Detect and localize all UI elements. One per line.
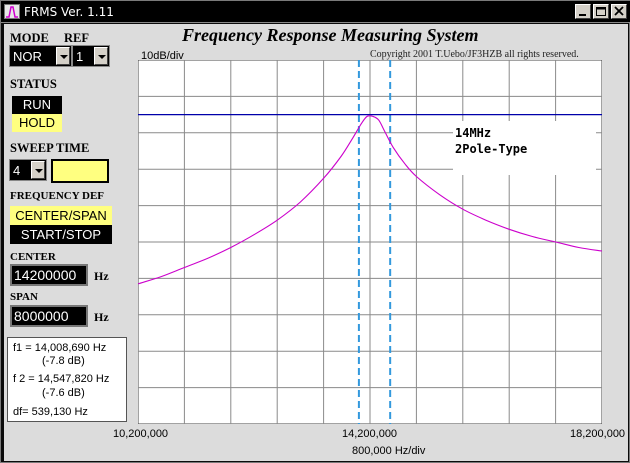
hold-button[interactable]: HOLD	[12, 114, 62, 132]
status-label: STATUS	[10, 77, 57, 91]
chevron-down-icon[interactable]	[56, 47, 70, 65]
center-frequency-input[interactable]: 14200000	[10, 264, 88, 286]
x-tick-center: 14,200,000	[342, 428, 398, 440]
span-label: SPAN	[10, 291, 38, 303]
page-title: Frequency Response Measuring System	[182, 25, 479, 45]
frequency-response-plot[interactable]: 14MHz 2Pole-Type	[138, 60, 602, 424]
chevron-down-icon[interactable]	[31, 161, 45, 179]
f1-db-readout: (-7.8 dB)	[42, 355, 85, 367]
span-unit: Hz	[94, 310, 109, 324]
sweep-time-value: 4	[13, 163, 21, 178]
sweep-indicator	[51, 159, 109, 183]
y-scale-label: 10dB/div	[141, 50, 184, 62]
maximize-button[interactable]	[593, 4, 609, 19]
minimize-button[interactable]	[575, 4, 591, 19]
measurement-results: f1 = 14,008,690 Hz (-7.8 dB) f 2 = 14,54…	[7, 337, 127, 422]
center-span-button[interactable]: CENTER/SPAN	[10, 206, 112, 225]
x-tick-left: 10,200,000	[113, 428, 169, 440]
title-bar[interactable]: FRMS Ver. 1.11	[1, 1, 630, 23]
ref-select-value: 1	[76, 49, 84, 64]
ref-select[interactable]: 1	[72, 45, 110, 67]
window-title: FRMS Ver. 1.11	[24, 5, 114, 19]
mode-select-value: NOR	[13, 49, 42, 64]
annotation-line-2: 2Pole-Type	[455, 142, 527, 156]
annotation-line-1: 14MHz	[455, 126, 491, 140]
run-button[interactable]: RUN	[12, 96, 62, 114]
center-label: CENTER	[10, 251, 56, 263]
ref-label: REF	[64, 31, 89, 45]
sweep-time-label: SWEEP TIME	[10, 141, 90, 155]
f1-readout: f1 = 14,008,690 Hz	[13, 342, 107, 354]
df-readout: df= 539,130 Hz	[13, 406, 88, 418]
annotation-box	[453, 121, 596, 175]
start-stop-button[interactable]: START/STOP	[10, 225, 112, 244]
response-trace	[138, 115, 602, 285]
close-button[interactable]	[611, 4, 627, 19]
x-tick-right: 18,200,000	[570, 428, 626, 440]
mode-label: MODE	[10, 31, 49, 45]
copyright-text: Copyright 2001 T.Uebo/JF3HZB all rights …	[370, 49, 579, 60]
f2-db-readout: (-7.6 dB)	[42, 387, 85, 399]
chevron-down-icon[interactable]	[94, 47, 108, 65]
x-scale-label: 800,000 Hz/div	[352, 445, 426, 457]
mode-select[interactable]: NOR	[9, 45, 72, 67]
center-unit: Hz	[94, 269, 109, 283]
app-icon	[4, 4, 20, 19]
frequency-def-label: FREQUENCY DEF	[10, 190, 105, 202]
span-input[interactable]: 8000000	[10, 305, 88, 327]
f2-readout: f 2 = 14,547,820 Hz	[13, 373, 110, 385]
sweep-time-select[interactable]: 4	[9, 159, 47, 181]
main-panel: Frequency Response Measuring System Copy…	[4, 24, 628, 461]
